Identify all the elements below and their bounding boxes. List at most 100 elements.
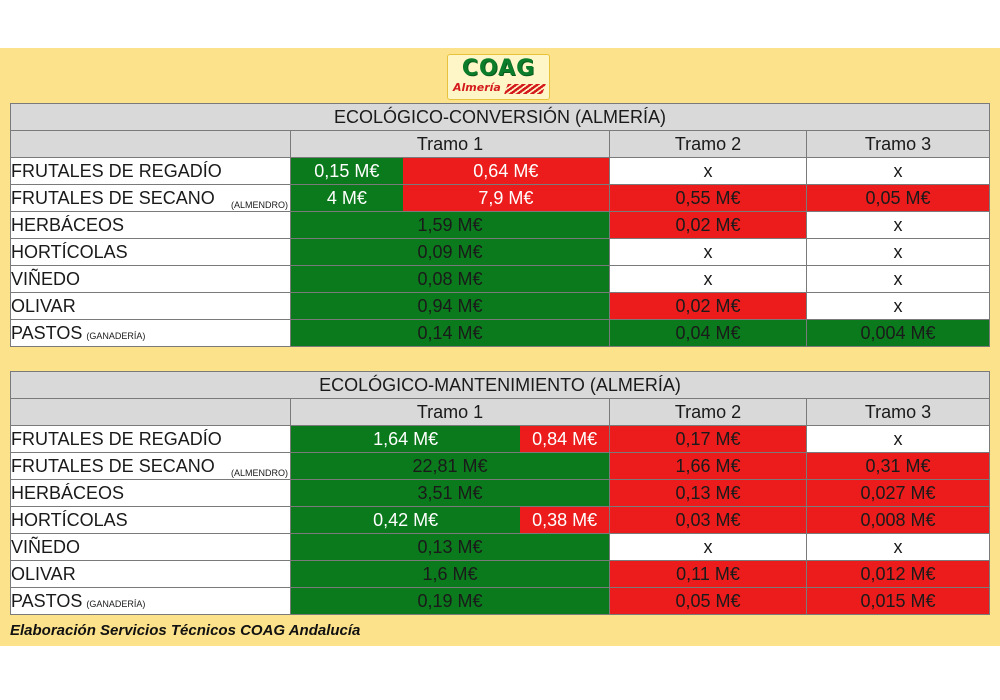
tramo-3-value: 0,027 M€	[805, 479, 991, 507]
crop-note: (ALMENDRO)	[230, 200, 288, 210]
title-row: ECOLÓGICO-CONVERSIÓN (ALMERÍA)	[9, 103, 991, 131]
tramo-2-value: 0,05 M€	[609, 587, 807, 615]
tramo-2-value: x	[609, 533, 807, 561]
tramo-2-value: 0,55 M€	[609, 184, 807, 212]
header-tramo-1: Tramo 1	[290, 398, 610, 426]
table-row: FRUTALES DE REGADÍO 0,15 M€ 0,64 M€ x x	[10, 157, 991, 185]
crop-note: (GANADERÍA)	[86, 598, 146, 609]
tramo-2-value: 0,11 M€	[609, 560, 807, 588]
crop-label: PASTOS	[11, 322, 83, 343]
crop-name-cell: FRUTALES DE REGADÍO	[10, 157, 291, 185]
tramo-3-value: x	[805, 238, 991, 266]
tramo-1-split: 0,15 M€ 0,64 M€	[291, 158, 609, 184]
header-tramo-2: Tramo 2	[609, 398, 807, 426]
crop-name-cell: HORTÍCOLAS	[10, 506, 291, 534]
tramo-1-value: 0,13 M€	[290, 533, 610, 561]
crop-label: OLIVAR	[11, 295, 76, 316]
tramo-1-cell: 0,42 M€ 0,38 M€	[290, 506, 610, 534]
table-row: PASTOS (GANADERÍA) 0,19 M€ 0,05 M€ 0,015 M€	[10, 587, 991, 615]
tramo-1-value: 1,6 M€	[290, 560, 610, 588]
crop-name-cell: PASTOS (GANADERÍA)	[10, 319, 291, 347]
crop-name-cell: VIÑEDO	[10, 533, 291, 561]
header-tramo-3: Tramo 3	[805, 130, 991, 158]
tramo-2-value: 0,17 M€	[609, 425, 807, 453]
coag-logo: COAG Almería	[447, 54, 550, 100]
tramo-1-split: 1,64 M€ 0,84 M€	[291, 426, 609, 452]
header-row: Tramo 1 Tramo 2 Tramo 3	[10, 130, 991, 158]
tramo-1-value-right: 0,84 M€	[520, 426, 609, 452]
tramo-3-value: 0,31 M€	[805, 452, 991, 480]
tramo-1-value: 0,19 M€	[290, 587, 610, 615]
tramo-2-value: 0,03 M€	[609, 506, 807, 534]
header-tramo-2: Tramo 2	[609, 130, 807, 158]
tramo-2-value: 1,66 M€	[609, 452, 807, 480]
crop-label: FRUTALES DE SECANO	[11, 187, 215, 208]
tramo-1-split: 4 M€ 7,9 M€	[291, 185, 609, 211]
table-row: FRUTALES DE REGADÍO 1,64 M€ 0,84 M€ 0,17 M€…	[10, 425, 991, 453]
tramo-1-value-right: 0,64 M€	[402, 158, 609, 184]
tramo-2-value: 0,02 M€	[609, 292, 807, 320]
crop-label: HERBÁCEOS	[11, 214, 125, 235]
tramo-1-value-right: 0,38 M€	[520, 507, 609, 533]
tramo-3-value: x	[805, 265, 991, 293]
source-credit: Elaboración Servicios Técnicos COAG Anda…	[10, 622, 361, 639]
table-title: ECOLÓGICO-CONVERSIÓN (ALMERÍA)	[9, 103, 991, 131]
table-row: OLIVAR 0,94 M€ 0,02 M€ x	[10, 292, 991, 320]
tramo-1-cell: 1,64 M€ 0,84 M€	[290, 425, 610, 453]
crop-name-cell: VIÑEDO	[10, 265, 291, 293]
table-row: OLIVAR 1,6 M€ 0,11 M€ 0,012 M€	[10, 560, 991, 588]
tramo-3-value: 0,015 M€	[805, 587, 991, 615]
tramo-1-value-left: 4 M€	[291, 185, 403, 211]
table-row: HERBÁCEOS 1,59 M€ 0,02 M€ x	[10, 211, 991, 239]
tramo-3-value: 0,008 M€	[805, 506, 991, 534]
tramo-3-value: x	[805, 157, 991, 185]
tramo-2-value: x	[609, 238, 807, 266]
title-row: ECOLÓGICO-MANTENIMIENTO (ALMERÍA)	[9, 371, 991, 399]
tramo-1-value-left: 0,42 M€	[291, 507, 521, 533]
crop-name-cell: HERBÁCEOS	[10, 211, 291, 239]
header-empty-cell	[10, 130, 291, 158]
crop-label: FRUTALES DE REGADÍO	[11, 428, 222, 449]
table-row: HORTÍCOLAS 0,09 M€ x x	[10, 238, 991, 266]
crop-label: OLIVAR	[11, 563, 76, 584]
header-empty-cell	[10, 398, 291, 426]
header-tramo-3: Tramo 3	[805, 398, 991, 426]
tramo-1-value: 0,14 M€	[290, 319, 610, 347]
crop-label: PASTOS	[11, 590, 83, 611]
table-row: HERBÁCEOS 3,51 M€ 0,13 M€ 0,027 M€	[10, 479, 991, 507]
table-row: VIÑEDO 0,13 M€ x x	[10, 533, 991, 561]
tramo-3-value: x	[805, 533, 991, 561]
tramo-3-value: x	[805, 211, 991, 239]
tramo-2-value: x	[609, 157, 807, 185]
crop-note: (GANADERÍA)	[86, 330, 146, 341]
crop-label: VIÑEDO	[11, 268, 81, 289]
header-tramo-1: Tramo 1	[290, 130, 610, 158]
tramo-1-value: 0,94 M€	[290, 292, 610, 320]
crop-name-cell: PASTOS (GANADERÍA)	[10, 587, 291, 615]
crop-label: FRUTALES DE SECANO	[11, 455, 215, 476]
crop-note: (ALMENDRO)	[230, 468, 288, 478]
crop-name-cell: HORTÍCOLAS	[10, 238, 291, 266]
table-row: PASTOS (GANADERÍA) 0,14 M€ 0,04 M€ 0,004 M€	[10, 319, 991, 347]
table-row: FRUTALES DE SECANO (ALMENDRO) 22,81 M€ 1,66…	[10, 452, 991, 480]
tramo-1-cell: 4 M€ 7,9 M€	[290, 184, 610, 212]
logo-brand: COAG	[461, 56, 536, 81]
table-row: HORTÍCOLAS 0,42 M€ 0,38 M€ 0,03 M€ 0,008 M€	[10, 506, 991, 534]
table-title: ECOLÓGICO-MANTENIMIENTO (ALMERÍA)	[9, 371, 991, 399]
table-mantenimiento: ECOLÓGICO-MANTENIMIENTO (ALMERÍA) Tramo 1…	[9, 371, 991, 615]
crop-label: HORTÍCOLAS	[11, 241, 128, 262]
tramo-1-cell: 0,15 M€ 0,64 M€	[290, 157, 610, 185]
tramo-1-value: 3,51 M€	[290, 479, 610, 507]
logo-region: Almería	[453, 81, 501, 94]
tramo-2-value: 0,13 M€	[609, 479, 807, 507]
crop-label: FRUTALES DE REGADÍO	[11, 160, 222, 181]
header-row: Tramo 1 Tramo 2 Tramo 3	[10, 398, 991, 426]
crop-name-cell: FRUTALES DE SECANO (ALMENDRO)	[10, 184, 291, 212]
tramo-3-value: 0,05 M€	[805, 184, 991, 212]
tramo-1-value-left: 0,15 M€	[291, 158, 403, 184]
tramo-1-value: 22,81 M€	[290, 452, 610, 480]
tramo-3-value: 0,004 M€	[805, 319, 991, 347]
crop-name-cell: HERBÁCEOS	[10, 479, 291, 507]
crop-label: VIÑEDO	[11, 536, 81, 557]
table-row: FRUTALES DE SECANO (ALMENDRO) 4 M€ 7,9 M€ 0,…	[10, 184, 991, 212]
